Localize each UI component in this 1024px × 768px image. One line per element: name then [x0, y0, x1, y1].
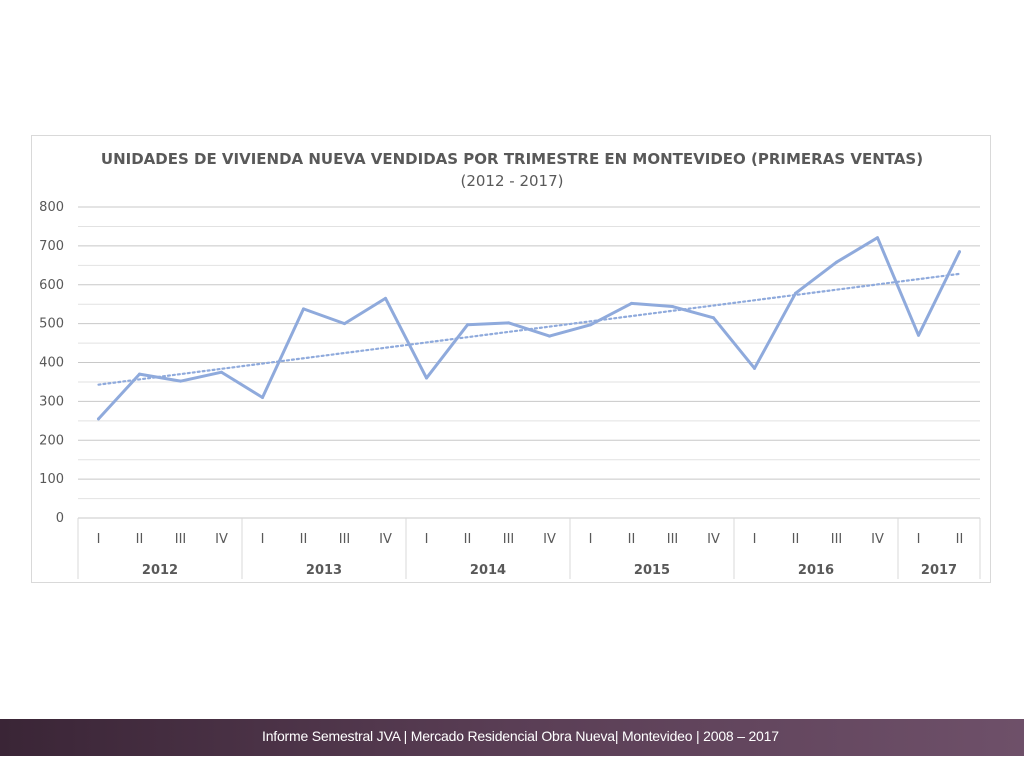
data-point [425, 376, 428, 380]
data-point [630, 301, 633, 305]
series-line [97, 236, 961, 421]
x-group-label: 2012 [142, 563, 178, 578]
data-point [466, 323, 469, 327]
data-point [958, 250, 961, 254]
x-tick-label: II [136, 532, 144, 547]
x-tick-label: III [339, 532, 351, 547]
data-point [712, 316, 715, 320]
x-tick-label: I [589, 532, 593, 547]
x-group-label: 2014 [470, 563, 506, 578]
x-tick-label: II [300, 532, 308, 547]
y-tick-label: 800 [39, 200, 64, 215]
x-tick-label: IV [379, 532, 392, 547]
y-tick-label: 100 [39, 472, 64, 487]
data-point [876, 236, 879, 240]
x-tick-label: II [628, 532, 636, 547]
data-point [835, 260, 838, 264]
data-point [179, 379, 182, 383]
x-axis: I II III IV I II III IV I II III IV I II III IV I II III IV… [77, 518, 981, 579]
chart-title: UNIDADES DE VIVIENDA NUEVA VENDIDAS POR … [101, 150, 923, 168]
x-group-label: 2016 [798, 563, 834, 578]
x-tick-label: II [464, 532, 472, 547]
x-group-label: 2013 [306, 563, 342, 578]
footer-bar: Informe Semestral JVA | Mercado Residenc… [0, 719, 1024, 756]
data-point [548, 334, 551, 338]
x-tick-label: IV [215, 532, 228, 547]
x-tick-label: III [503, 532, 515, 547]
y-tick-label: 300 [39, 394, 64, 409]
y-tick-label: 600 [39, 278, 64, 293]
data-point [507, 321, 510, 325]
y-tick-label: 500 [39, 317, 64, 332]
data-point [302, 307, 305, 311]
data-point [97, 417, 100, 421]
data-point [138, 372, 141, 376]
data-point [671, 305, 674, 309]
grid-lines [78, 206, 980, 519]
x-tick-label: II [956, 532, 964, 547]
x-tick-label: IV [871, 532, 884, 547]
x-tick-label: I [425, 532, 429, 547]
chart-subtitle: (2012 - 2017) [460, 172, 563, 190]
y-tick-label: 200 [39, 433, 64, 448]
data-point [220, 370, 223, 374]
data-point [384, 296, 387, 300]
x-tick-label: IV [707, 532, 720, 547]
x-tick-label: II [792, 532, 800, 547]
line-chart: UNIDADES DE VIVIENDA NUEVA VENDIDAS POR … [39, 150, 981, 579]
x-tick-label: I [261, 532, 265, 547]
series-layer [97, 236, 961, 421]
footer-text: Informe Semestral JVA | Mercado Residenc… [262, 728, 779, 744]
y-tick-label: 400 [39, 356, 64, 371]
x-tick-label: III [831, 532, 843, 547]
y-tick-label: 700 [39, 239, 64, 254]
x-tick-label: IV [543, 532, 556, 547]
data-point [343, 322, 346, 326]
x-group-label: 2017 [921, 563, 957, 578]
x-tick-label: I [97, 532, 101, 547]
data-point [917, 333, 920, 337]
x-tick-label: I [917, 532, 921, 547]
x-group-label: 2015 [634, 563, 670, 578]
x-tick-label: III [175, 532, 187, 547]
y-axis-labels: 0 100 200 300 400 500 600 700 800 [39, 200, 64, 526]
data-point [261, 395, 264, 399]
data-point [753, 366, 756, 370]
data-point [589, 323, 592, 327]
x-tick-label: I [753, 532, 757, 547]
data-point [794, 291, 797, 295]
chart-frame: UNIDADES DE VIVIENDA NUEVA VENDIDAS POR … [31, 135, 991, 583]
x-tick-label: III [667, 532, 679, 547]
y-tick-label: 0 [56, 511, 64, 526]
